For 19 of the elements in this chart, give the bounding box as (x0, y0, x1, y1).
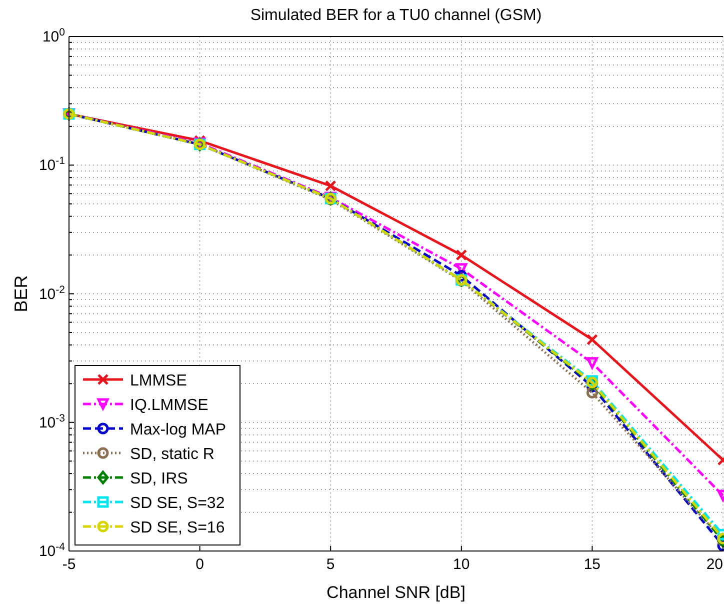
legend-label: IQ.LMMSE (130, 397, 208, 414)
legend-label: SD SE, S=16 (130, 520, 225, 536)
y-tick-label: 10$^{-3}$ (38, 412, 66, 432)
y-tick-label: 10$^{-2}$ (38, 284, 66, 303)
y-tick-label: 10$^{0}$ (42, 26, 66, 46)
x-tick-label: 10 (453, 556, 470, 573)
x-axis-title: Channel SNR [dB] (326, 583, 466, 602)
chart-title: Simulated BER for a TU0 channel (GSM) (250, 7, 542, 24)
x-tick-label: 20 (706, 556, 723, 573)
x-tick-label: 15 (584, 556, 601, 573)
x-tick-label: 5 (326, 556, 335, 573)
legend-label: SD SE, S=32 (130, 495, 225, 512)
legend-label: Max-log MAP (130, 422, 226, 438)
x-tick-label: 0 (196, 556, 204, 573)
legend-label: LMMSE (130, 372, 187, 390)
legend-label: SD, IRS (130, 470, 188, 488)
y-axis-title: BER (11, 275, 31, 312)
legend-label: SD, static R (130, 446, 214, 463)
y-tick-label: 10$^{-1}$ (38, 155, 66, 174)
